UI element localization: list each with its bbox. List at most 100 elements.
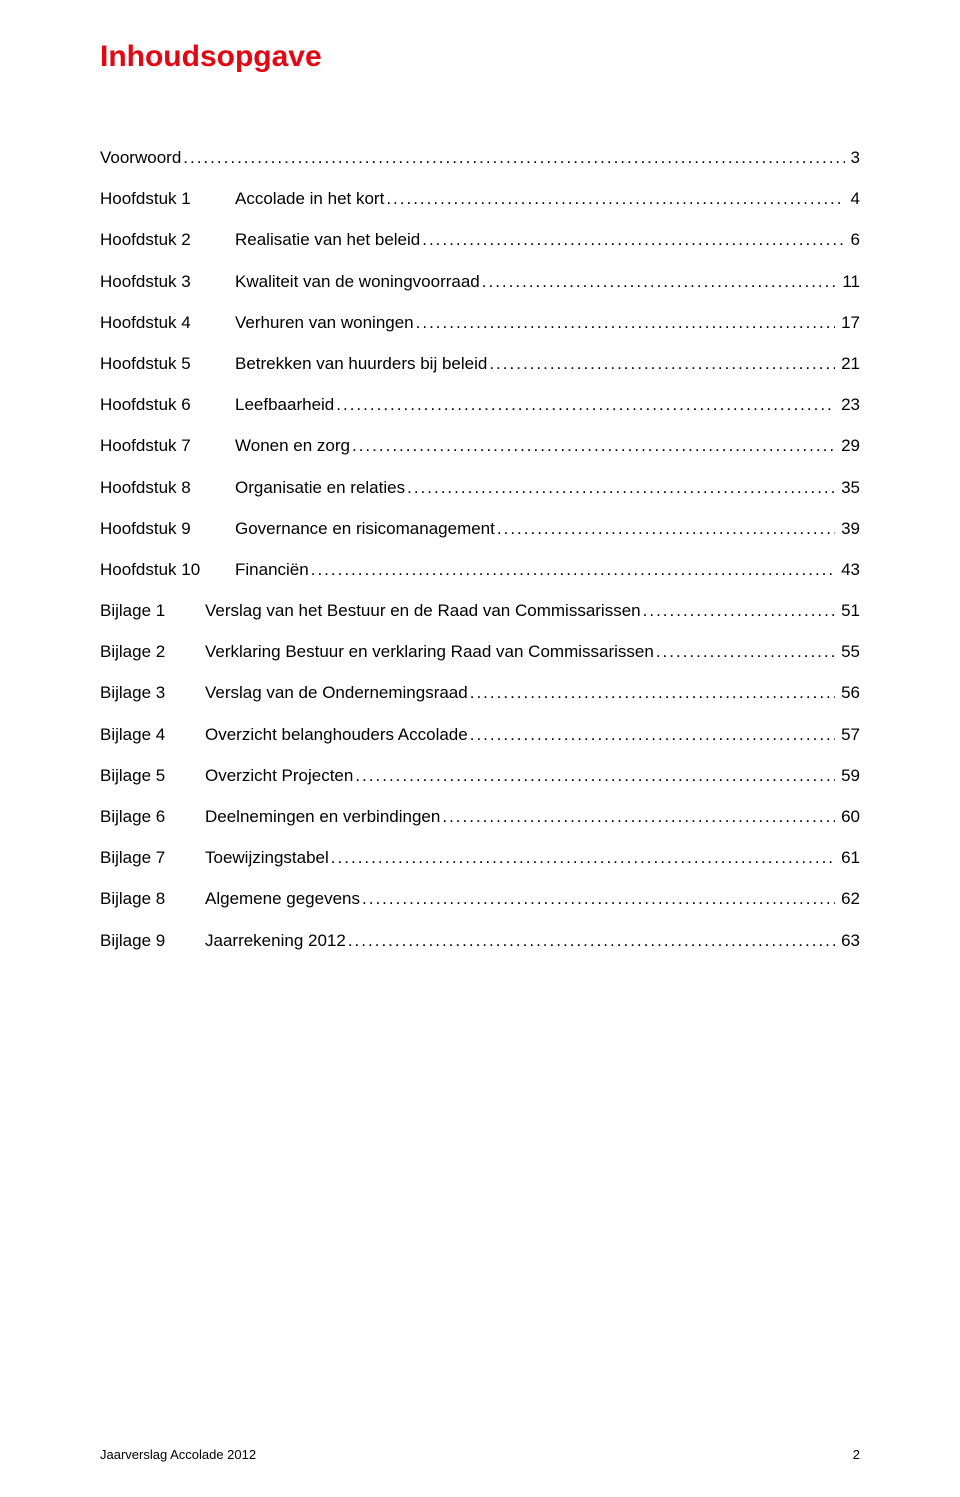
table-of-contents: Voorwoord 3 Hoofdstuk 1Accolade in het ko… (100, 144, 860, 954)
toc-entry-title: Voorwoord (100, 144, 183, 171)
toc-entry-lead: Bijlage 6 (100, 803, 205, 830)
toc-entry: Hoofdstuk 7Wonen en zorg 29 (100, 432, 860, 459)
toc-dot-leader (355, 762, 835, 789)
toc-dot-leader (183, 144, 844, 171)
toc-dot-leader (416, 309, 835, 336)
toc-entry: Bijlage 6Deelnemingen en verbindingen 60 (100, 803, 860, 830)
toc-entry-title: Verslag van de Ondernemingsraad (205, 679, 470, 706)
toc-entry: Hoofdstuk 1Accolade in het kort 4 (100, 185, 860, 212)
toc-entry-page: 51 (835, 597, 860, 624)
toc-entry-title: Verklaring Bestuur en verklaring Raad va… (205, 638, 656, 665)
toc-entry-title: Verslag van het Bestuur en de Raad van C… (205, 597, 643, 624)
toc-entry: Bijlage 9Jaarrekening 2012 63 (100, 927, 860, 954)
toc-entry-lead: Hoofdstuk 6 (100, 391, 235, 418)
toc-dot-leader (656, 638, 835, 665)
toc-entry-page: 57 (835, 721, 860, 748)
toc-entry-lead: Hoofdstuk 8 (100, 474, 235, 501)
toc-entry-page: 60 (835, 803, 860, 830)
toc-entry-title: Deelnemingen en verbindingen (205, 803, 442, 830)
toc-entry-page: 3 (845, 144, 860, 171)
toc-entry-title: Accolade in het kort (235, 185, 386, 212)
toc-entry-page: 39 (835, 515, 860, 542)
toc-entry: Bijlage 4Overzicht belanghouders Accolad… (100, 721, 860, 748)
toc-entry: Bijlage 8Algemene gegevens 62 (100, 885, 860, 912)
toc-entry-page: 29 (835, 432, 860, 459)
toc-entry-lead: Bijlage 1 (100, 597, 205, 624)
toc-entry: Hoofdstuk 5Betrekken van huurders bij be… (100, 350, 860, 377)
toc-entry-title: Betrekken van huurders bij beleid (235, 350, 489, 377)
toc-entry-page: 63 (835, 927, 860, 954)
toc-entry: Hoofdstuk 6Leefbaarheid 23 (100, 391, 860, 418)
toc-entry: Hoofdstuk 4Verhuren van woningen 17 (100, 309, 860, 336)
toc-dot-leader (422, 226, 844, 253)
toc-dot-leader (497, 515, 835, 542)
toc-dot-leader (470, 679, 835, 706)
toc-dot-leader (362, 885, 835, 912)
toc-entry: Hoofdstuk 8Organisatie en relaties 35 (100, 474, 860, 501)
toc-entry: Hoofdstuk 2Realisatie van het beleid 6 (100, 226, 860, 253)
toc-entry-lead: Hoofdstuk 5 (100, 350, 235, 377)
toc-entry-page: 11 (836, 268, 860, 295)
toc-entry-title: Wonen en zorg (235, 432, 352, 459)
toc-entry-title: Governance en risicomanagement (235, 515, 497, 542)
toc-entry-lead: Hoofdstuk 10 (100, 556, 235, 583)
toc-entry-title: Verhuren van woningen (235, 309, 416, 336)
toc-entry: Bijlage 1Verslag van het Bestuur en de R… (100, 597, 860, 624)
page-footer: Jaarverslag Accolade 2012 2 (100, 1447, 860, 1462)
toc-entry-title: Organisatie en relaties (235, 474, 407, 501)
toc-dot-leader (336, 391, 835, 418)
toc-entry-page: 56 (835, 679, 860, 706)
toc-entry: Bijlage 2Verklaring Bestuur en verklarin… (100, 638, 860, 665)
footer-doc-title: Jaarverslag Accolade 2012 (100, 1447, 256, 1462)
toc-entry: Bijlage 7Toewijzingstabel 61 (100, 844, 860, 871)
toc-entry-lead: Bijlage 9 (100, 927, 205, 954)
toc-entry-lead: Hoofdstuk 2 (100, 226, 235, 253)
toc-entry: Bijlage 3Verslag van de Ondernemingsraad… (100, 679, 860, 706)
toc-entry-title: Algemene gegevens (205, 885, 362, 912)
toc-dot-leader (407, 474, 835, 501)
toc-entry-lead: Bijlage 7 (100, 844, 205, 871)
toc-entry-page: 43 (835, 556, 860, 583)
toc-dot-leader (442, 803, 835, 830)
toc-entry-title: Overzicht belanghouders Accolade (205, 721, 470, 748)
toc-entry-page: 6 (845, 226, 860, 253)
toc-entry-lead: Bijlage 8 (100, 885, 205, 912)
toc-entry-lead: Bijlage 2 (100, 638, 205, 665)
toc-entry-page: 55 (835, 638, 860, 665)
toc-entry-page: 17 (835, 309, 860, 336)
toc-entry-lead: Hoofdstuk 9 (100, 515, 235, 542)
toc-entry: Hoofdstuk 10Financiën 43 (100, 556, 860, 583)
toc-dot-leader (489, 350, 835, 377)
toc-entry-title: Overzicht Projecten (205, 762, 355, 789)
toc-entry-title: Financiën (235, 556, 311, 583)
toc-dot-leader (386, 185, 844, 212)
document-page: Inhoudsopgave Voorwoord 3 Hoofdstuk 1Acco… (0, 0, 960, 1497)
toc-entry-title: Kwaliteit van de woningvoorraad (235, 268, 482, 295)
toc-dot-leader (643, 597, 835, 624)
toc-entry: Voorwoord 3 (100, 144, 860, 171)
toc-entry-title: Leefbaarheid (235, 391, 336, 418)
footer-page-number: 2 (853, 1447, 860, 1462)
toc-entry-page: 21 (835, 350, 860, 377)
toc-entry-page: 61 (835, 844, 860, 871)
page-title: Inhoudsopgave (100, 40, 860, 74)
toc-dot-leader (470, 721, 835, 748)
toc-entry-lead: Bijlage 4 (100, 721, 205, 748)
toc-entry-page: 35 (835, 474, 860, 501)
toc-entry-title: Toewijzingstabel (205, 844, 331, 871)
toc-entry-page: 59 (835, 762, 860, 789)
toc-entry-title: Realisatie van het beleid (235, 226, 422, 253)
toc-entry-lead: Hoofdstuk 3 (100, 268, 235, 295)
toc-entry: Bijlage 5Overzicht Projecten 59 (100, 762, 860, 789)
toc-entry: Hoofdstuk 9Governance en risicomanagemen… (100, 515, 860, 542)
toc-entry-page: 23 (835, 391, 860, 418)
toc-entry-title: Jaarrekening 2012 (205, 927, 348, 954)
toc-entry-lead: Bijlage 5 (100, 762, 205, 789)
toc-entry-page: 62 (835, 885, 860, 912)
toc-entry-lead: Hoofdstuk 1 (100, 185, 235, 212)
toc-dot-leader (482, 268, 837, 295)
toc-entry-page: 4 (845, 185, 860, 212)
toc-dot-leader (352, 432, 835, 459)
toc-entry-lead: Hoofdstuk 4 (100, 309, 235, 336)
toc-dot-leader (311, 556, 835, 583)
